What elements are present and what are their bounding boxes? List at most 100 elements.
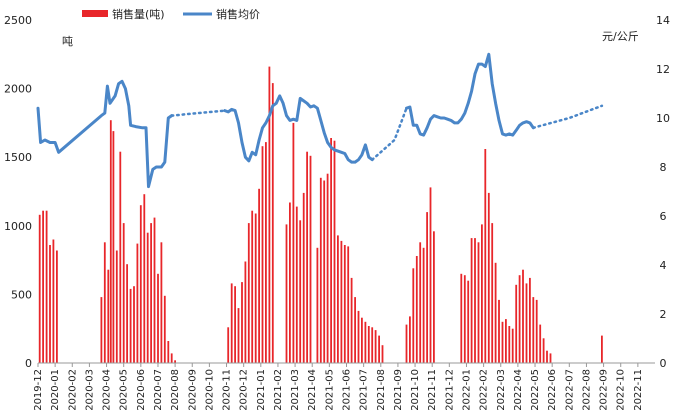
x-tick-label: 2021-10 <box>410 369 421 411</box>
x-tick-label: 2021-11 <box>427 369 438 411</box>
legend: 销售量(吨) 销售均价 <box>82 7 260 21</box>
x-tick-label: 2020-07 <box>153 369 164 411</box>
bar <box>354 297 356 363</box>
bar <box>237 308 240 363</box>
bar <box>109 120 112 363</box>
x-tick-label: 2021-04 <box>307 369 318 411</box>
price-line-solid-segment <box>405 52 535 137</box>
bar <box>515 284 518 363</box>
bar <box>100 297 103 363</box>
bar <box>126 264 128 363</box>
bar <box>484 149 487 363</box>
bar <box>529 277 531 363</box>
legend-bar-label: 销售量(吨) <box>112 7 165 21</box>
x-tick-label: 2021-09 <box>393 369 404 411</box>
bar <box>38 214 41 363</box>
bar <box>306 151 308 363</box>
bar <box>405 324 408 363</box>
bar <box>136 243 139 363</box>
bar <box>163 295 166 363</box>
y-left-tick-label: 0 <box>25 357 32 370</box>
bar <box>419 242 422 363</box>
axes: 0 500 1000 1500 2000 2500 0 2 4 6 8 10 12 14 2019-12 20… <box>4 14 670 411</box>
bar <box>247 223 250 363</box>
bar <box>174 360 176 363</box>
bar <box>139 205 142 363</box>
bar <box>112 131 115 363</box>
bar <box>429 187 432 363</box>
x-tick-label: 2022-05 <box>530 369 541 411</box>
bar <box>601 335 603 363</box>
bar <box>415 256 418 363</box>
bar <box>357 310 360 363</box>
bar <box>119 151 122 363</box>
bar <box>157 273 159 363</box>
bar <box>498 299 500 363</box>
bar <box>532 297 535 363</box>
bar <box>505 319 507 363</box>
bar <box>258 188 260 363</box>
bar <box>170 353 173 363</box>
y-right-tick-label: 4 <box>660 259 667 272</box>
bar <box>153 217 156 363</box>
bar <box>289 202 291 363</box>
bar <box>409 316 411 363</box>
y-right-tick-label: 12 <box>656 63 670 76</box>
bar <box>271 83 274 363</box>
bar <box>244 261 247 363</box>
bar <box>115 250 118 363</box>
bar <box>319 177 322 363</box>
bar <box>167 341 170 363</box>
bar <box>426 212 428 363</box>
bar <box>491 223 494 363</box>
x-tick-label: 2022-06 <box>547 369 558 411</box>
bar <box>549 353 552 363</box>
bar <box>251 210 254 363</box>
x-tick-label: 2021-06 <box>342 369 353 411</box>
bar <box>234 286 236 363</box>
bar <box>241 282 243 363</box>
bar <box>361 317 363 363</box>
bar-series <box>38 66 603 364</box>
x-tick-label: 2020-02 <box>67 369 78 411</box>
y-left-unit: 吨 <box>62 35 73 48</box>
x-tick-label: 2020-08 <box>170 369 181 411</box>
bar <box>316 247 319 363</box>
bar <box>45 210 48 363</box>
bar <box>261 146 264 363</box>
bar <box>323 180 326 363</box>
bar <box>254 213 257 363</box>
x-tick-label: 2020-01 <box>50 369 61 411</box>
bar <box>265 142 267 363</box>
price-line-dotted-segment <box>170 109 227 117</box>
x-tick-label: 2020-11 <box>222 369 233 411</box>
y-right-tick-label: 8 <box>660 161 667 174</box>
bar <box>546 350 548 363</box>
bar <box>494 262 497 363</box>
bar <box>522 269 524 363</box>
price-line-dotted-segment <box>370 106 408 161</box>
bar <box>107 269 110 363</box>
bar <box>268 66 271 363</box>
y-right-tick-label: 6 <box>660 210 667 223</box>
bar <box>460 273 463 363</box>
bar <box>122 223 125 363</box>
x-tick-label: 2022-10 <box>616 369 627 411</box>
x-tick-label: 2020-04 <box>102 369 113 411</box>
bar <box>535 299 538 363</box>
bar <box>433 231 435 363</box>
bar <box>463 275 466 363</box>
bar <box>343 245 346 363</box>
x-tick-label: 2022-01 <box>461 369 472 411</box>
bar <box>412 268 415 363</box>
bar <box>378 335 380 363</box>
bar <box>487 192 490 363</box>
bar <box>511 328 514 363</box>
bar <box>133 286 135 363</box>
bar <box>467 280 470 363</box>
bar <box>350 277 353 363</box>
x-tick-label: 2022-03 <box>496 369 507 411</box>
y-right-tick-label: 10 <box>656 112 670 125</box>
y-left-tick-label: 2000 <box>4 83 32 96</box>
